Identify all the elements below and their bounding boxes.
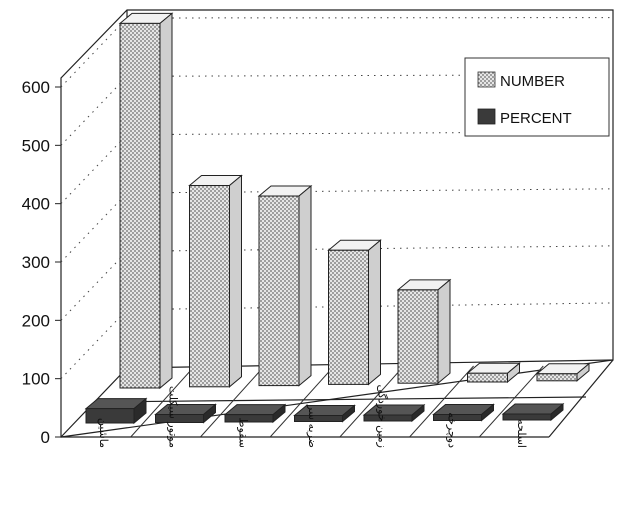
floor-right-edge <box>548 359 614 438</box>
bar-percent <box>501 402 565 422</box>
x-tick-label: سقوط <box>236 417 249 448</box>
legend-label-percent: PERCENT <box>500 110 572 127</box>
floor-middle-line <box>93 396 587 403</box>
x-tick-label: موتور سیکلت <box>167 386 180 448</box>
legend: NUMBER PERCENT <box>464 57 610 137</box>
bar-percent <box>154 403 217 424</box>
y-tick-label: 300 <box>22 253 50 272</box>
y-tick-label: 100 <box>22 370 50 389</box>
gridline-side <box>60 75 128 146</box>
back-wall-outline <box>60 9 614 438</box>
legend-swatch-percent <box>477 108 496 125</box>
y-tick-label: 500 <box>22 136 50 155</box>
y-tick-label: 600 <box>22 78 50 97</box>
y-axis: 0 100 200 300 400 500 600 <box>22 78 61 447</box>
bar-number <box>118 12 174 390</box>
x-tick-label: ضربه سر <box>306 404 319 448</box>
x-axis-labels: ماشین موتور سیکلت سقوط ضربه سر زمین خوردگی دو… <box>97 385 528 449</box>
y-tick-label: 400 <box>22 195 50 214</box>
category-divider <box>339 365 405 438</box>
bar-percent <box>223 403 287 424</box>
x-tick-label: ماشین <box>97 418 110 448</box>
category-dividers <box>130 365 544 438</box>
gridline-side <box>60 250 128 321</box>
gridline-side <box>60 309 128 380</box>
bar-number <box>535 362 591 382</box>
bar-percent <box>293 404 356 423</box>
category-divider <box>200 365 265 438</box>
legend-label-number: NUMBER <box>500 73 565 90</box>
category-divider <box>409 365 474 438</box>
y-tick-label: 200 <box>22 311 50 330</box>
x-tick-label: زمین خوردگی <box>376 385 389 449</box>
bar-percent <box>432 403 495 422</box>
y-tick-label: 0 <box>41 428 50 447</box>
gridline-side <box>60 192 128 263</box>
bar-percent <box>84 397 148 425</box>
bar-number <box>257 184 313 387</box>
bar-number <box>466 362 521 384</box>
bar-percent <box>362 403 426 423</box>
bar-number <box>396 278 452 385</box>
category-divider <box>130 365 196 438</box>
category-divider <box>478 365 544 438</box>
bar-number <box>188 174 243 388</box>
bar-number <box>327 239 382 386</box>
x-tick-label: دوچرخه <box>445 412 458 448</box>
category-divider <box>269 365 335 438</box>
gridline-side <box>60 17 128 88</box>
legend-swatch-number <box>477 71 496 88</box>
x-tick-label: اسلحه <box>515 419 528 448</box>
bars <box>84 12 591 425</box>
gridline-side <box>60 134 128 205</box>
